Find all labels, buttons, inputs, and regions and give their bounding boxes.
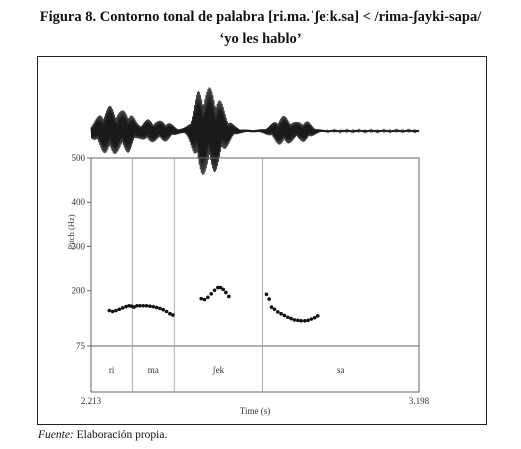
pitch-point	[282, 313, 287, 318]
pitch-point	[199, 296, 204, 301]
pitch-point	[141, 303, 146, 308]
pitch-point	[158, 306, 162, 311]
pitch-point	[315, 314, 320, 318]
pitch-point	[117, 307, 122, 312]
pitch-point	[218, 285, 223, 290]
pitch-point	[264, 292, 269, 297]
pitch-point	[124, 304, 128, 309]
pitch-point	[299, 318, 303, 323]
pitch-point	[306, 318, 310, 323]
x-axis-label: Time (s)	[240, 406, 270, 416]
x-tick-label: 2.213	[81, 396, 102, 406]
pitch-point	[227, 294, 231, 299]
source-text: Elaboración propia.	[73, 429, 168, 441]
pitch-point	[289, 316, 293, 321]
pitch-point	[144, 303, 149, 308]
pitch-point	[221, 287, 225, 292]
pitch-point	[168, 311, 172, 316]
pitch-point	[151, 304, 156, 309]
figure-source: Fuente: Elaboración propia.	[38, 429, 167, 441]
pitch-point	[154, 305, 159, 310]
segment-label: sa	[337, 365, 345, 375]
pitch-point	[209, 292, 214, 296]
y-axis-label: Pitch (Hz)	[66, 214, 76, 249]
pitch-point	[107, 308, 112, 313]
pitch-point	[295, 318, 300, 323]
caption-title: Figura 8. Contorno tonal de palabra [ri.…	[39, 9, 482, 25]
praat-figure: ri ma ʃek sa 75 200 300 400 500 Pitch (Hz) Time (s…	[66, 87, 430, 416]
pitch-point	[224, 290, 228, 295]
pitch-point	[272, 307, 277, 312]
pitch-point	[148, 304, 152, 308]
pitch-point	[216, 285, 220, 290]
segment-label: ri	[109, 365, 115, 375]
pitch-point	[127, 303, 131, 308]
pitch-point	[269, 305, 274, 309]
segment-label: ma	[148, 365, 159, 375]
pitch-point	[206, 295, 210, 300]
pitch-point	[212, 288, 217, 293]
segment-label: ʃek	[212, 365, 225, 375]
pitch-point	[132, 305, 136, 309]
y-tick-label: 200	[72, 286, 86, 296]
y-tick-label: 400	[72, 197, 86, 207]
pitch-point	[279, 311, 283, 316]
pitch-point	[120, 306, 125, 310]
figure-frame: ri ma ʃek sa 75 200 300 400 500 Pitch (Hz) Time (s…	[37, 56, 487, 425]
pitch-point	[171, 313, 175, 317]
pitch-point	[110, 309, 115, 314]
pitch-point	[309, 317, 314, 321]
pitch-panel-frame	[90, 157, 420, 393]
caption-gloss: ‘yo les hablo’	[219, 31, 302, 47]
pitch-point	[276, 310, 280, 314]
pitch-point	[161, 307, 166, 312]
pitch-point	[312, 315, 317, 320]
pitch-point	[202, 297, 207, 302]
pitch-point	[267, 297, 271, 301]
pitch-point	[114, 308, 118, 313]
figure-caption: Figura 8. Contorno tonal de palabra [ri.…	[0, 6, 521, 50]
x-tick-label: 3.198	[409, 396, 430, 406]
pitch-point	[135, 303, 139, 308]
pitch-point	[138, 303, 142, 308]
pitch-point	[302, 318, 307, 323]
waveform	[90, 87, 420, 175]
pitch-point	[164, 309, 169, 314]
source-label: Fuente:	[38, 429, 74, 441]
pitch-point	[286, 315, 290, 320]
y-tick-label: 500	[72, 153, 86, 163]
y-tick-label: 75	[76, 341, 86, 351]
pitch-point	[292, 318, 297, 322]
y-tick-label: 300	[72, 241, 86, 251]
